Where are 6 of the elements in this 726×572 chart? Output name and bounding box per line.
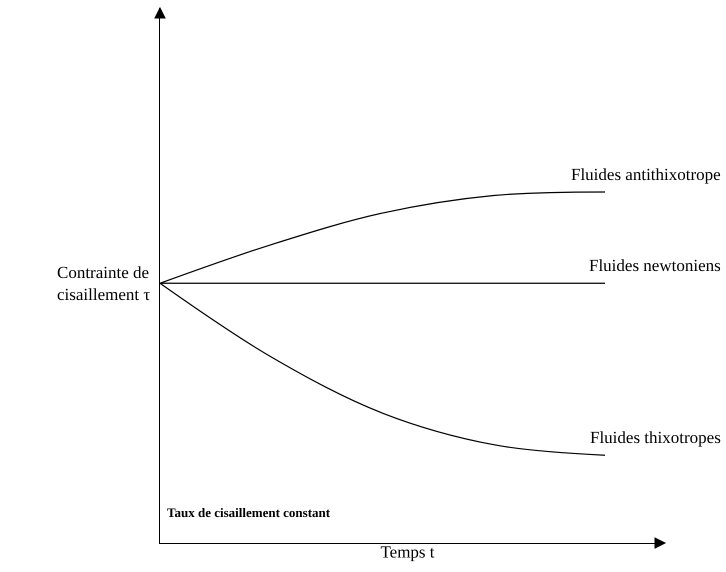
series-label: Fluides antithixotrope [571, 165, 721, 184]
y-axis-title: Contrainte de cisaillement τ [57, 263, 150, 304]
series-label: Fluides newtoniens [589, 256, 721, 275]
series-label: Fluides thixotropes [590, 428, 721, 447]
annotation: Taux de cisaillement constant [167, 505, 331, 520]
x-axis-title: Temps t [380, 542, 435, 562]
